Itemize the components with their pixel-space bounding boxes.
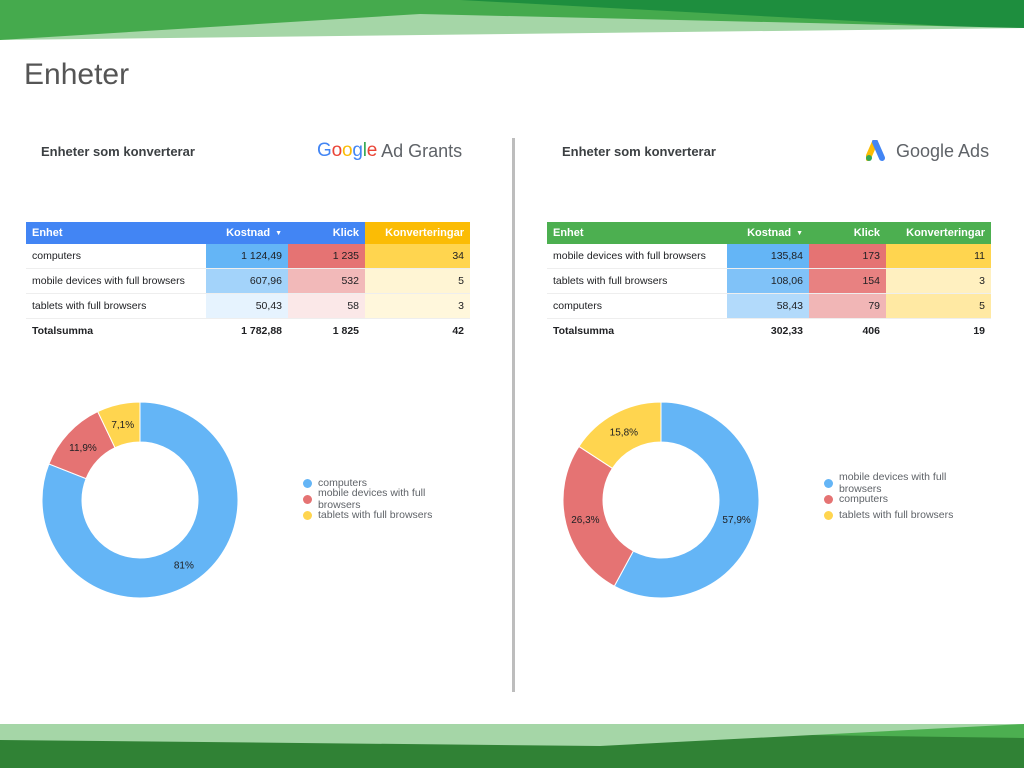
section-title: Enheter som konverterar bbox=[562, 144, 716, 159]
cell-total-clicks: 1 825 bbox=[332, 325, 359, 337]
cell-device: mobile devices with full browsers bbox=[26, 268, 206, 294]
cell-clicks: 532 bbox=[288, 268, 365, 294]
cell-device: computers bbox=[547, 293, 727, 319]
table-row: computers 1 124,49 1 235 34 bbox=[26, 244, 470, 269]
header-enhet[interactable]: Enhet bbox=[26, 222, 206, 244]
device-table: Enhet Kostnad ▼ Klick Konverteringar mobi… bbox=[547, 222, 991, 343]
cell-clicks: 173 bbox=[809, 244, 886, 269]
logo-product-name: Google Ads bbox=[896, 140, 990, 161]
panel-divider bbox=[512, 138, 515, 692]
legend-swatch bbox=[824, 494, 833, 504]
legend-item[interactable]: computers bbox=[824, 491, 991, 507]
cell-total-cost: 302,33 bbox=[770, 325, 803, 337]
header-konverteringar[interactable]: Konverteringar bbox=[365, 222, 470, 244]
table-header-row: Enhet Kostnad ▼ Klick Konverteringar bbox=[547, 222, 991, 244]
logo-product-name: Ad Grants bbox=[381, 140, 463, 161]
slice-label: 7,1% bbox=[111, 420, 134, 431]
table-row: mobile devices with full browsers 607,96… bbox=[26, 268, 470, 294]
cell-total-clicks: 406 bbox=[862, 325, 880, 337]
table-row: mobile devices with full browsers 135,84… bbox=[547, 244, 991, 269]
google-wordmark: Google bbox=[317, 140, 378, 161]
legend-item[interactable]: tablets with full browsers bbox=[303, 507, 470, 523]
cell-total-label: Totalsumma bbox=[32, 325, 94, 337]
legend-swatch bbox=[824, 478, 833, 488]
slice-label: 81% bbox=[174, 561, 194, 572]
donut-slice[interactable] bbox=[613, 401, 760, 599]
legend-label: tablets with full browsers bbox=[839, 509, 954, 521]
cell-cost: 50,43 bbox=[206, 293, 288, 319]
cell-clicks: 1 235 bbox=[288, 244, 365, 269]
header-enhet[interactable]: Enhet bbox=[547, 222, 727, 244]
chart-legend: computers mobile devices with full browse… bbox=[303, 475, 470, 523]
slice-label: 26,3% bbox=[571, 515, 599, 526]
legend-swatch bbox=[824, 510, 833, 520]
cell-conversions: 3 bbox=[365, 293, 470, 319]
device-table: Enhet Kostnad ▼ Klick Konverteringar comp… bbox=[26, 222, 470, 343]
donut-chart: 57,9% 26,3% 15,8% bbox=[562, 401, 760, 599]
header-kostnad[interactable]: Kostnad ▼ bbox=[206, 222, 288, 244]
slice-label: 11,9% bbox=[69, 443, 97, 454]
cell-cost: 607,96 bbox=[206, 268, 288, 294]
table-row: tablets with full browsers 108,06 154 3 bbox=[547, 268, 991, 294]
legend-swatch bbox=[303, 478, 312, 488]
header-klick[interactable]: Klick bbox=[809, 222, 886, 244]
cell-cost: 58,43 bbox=[727, 293, 809, 319]
table-header-row: Enhet Kostnad ▼ Klick Konverteringar bbox=[26, 222, 470, 244]
cell-conversions: 3 bbox=[886, 268, 991, 294]
sort-desc-icon: ▼ bbox=[275, 230, 282, 237]
header-kostnad[interactable]: Kostnad ▼ bbox=[727, 222, 809, 244]
table-total-row: Totalsumma 302,33 406 19 bbox=[547, 319, 991, 344]
donut-slice[interactable] bbox=[97, 401, 141, 449]
cell-device: computers bbox=[26, 244, 206, 269]
donut-slice[interactable] bbox=[578, 401, 662, 470]
panel-google-ads: Enheter som konverterar Google Ads Enhet… bbox=[521, 0, 991, 768]
google-ads-icon bbox=[866, 140, 885, 161]
cell-cost: 135,84 bbox=[727, 244, 809, 269]
legend-label: mobile devices with full browsers bbox=[317, 487, 426, 511]
legend-item[interactable]: mobile devices with full browsers bbox=[303, 487, 470, 511]
cell-total-cost: 1 782,88 bbox=[241, 325, 282, 337]
slice-label: 15,8% bbox=[610, 427, 638, 438]
cell-conversions: 5 bbox=[365, 268, 470, 294]
table-row: tablets with full browsers 50,43 58 3 bbox=[26, 293, 470, 319]
cell-conversions: 11 bbox=[886, 244, 991, 269]
chart-legend: mobile devices with full browsers compute… bbox=[824, 471, 991, 523]
table-row: computers 58,43 79 5 bbox=[547, 293, 991, 319]
google-ad-grants-logo: Google Ad Grants bbox=[317, 140, 462, 162]
cell-total-conversions: 19 bbox=[973, 325, 985, 337]
cell-clicks: 58 bbox=[288, 293, 365, 319]
cell-conversions: 5 bbox=[886, 293, 991, 319]
sort-desc-icon: ▼ bbox=[796, 230, 803, 237]
cell-conversions: 34 bbox=[365, 244, 470, 269]
section-title: Enheter som konverterar bbox=[41, 144, 195, 159]
legend-label: computers bbox=[839, 493, 889, 505]
cell-clicks: 79 bbox=[809, 293, 886, 319]
panel-ad-grants: Enheter som konverterar Google Ad Grants… bbox=[0, 0, 470, 768]
legend-label: mobile devices with full browsers bbox=[838, 471, 947, 495]
donut-slice[interactable] bbox=[41, 401, 239, 599]
legend-label: computers bbox=[318, 477, 368, 489]
cell-cost: 108,06 bbox=[727, 268, 809, 294]
page-title: Enheter bbox=[24, 58, 130, 91]
header-konverteringar[interactable]: Konverteringar bbox=[886, 222, 991, 244]
cell-device: tablets with full browsers bbox=[547, 268, 727, 294]
slice-label: 57,9% bbox=[722, 515, 750, 526]
cell-clicks: 154 bbox=[809, 268, 886, 294]
google-ads-logo: Google Ads bbox=[866, 140, 989, 162]
legend-item[interactable]: computers bbox=[303, 475, 470, 491]
cell-device: tablets with full browsers bbox=[26, 293, 206, 319]
cell-cost: 1 124,49 bbox=[206, 244, 288, 269]
legend-label: tablets with full browsers bbox=[318, 509, 433, 521]
legend-item[interactable]: tablets with full browsers bbox=[824, 507, 991, 523]
cell-device: mobile devices with full browsers bbox=[547, 244, 727, 269]
legend-swatch bbox=[303, 510, 312, 520]
cell-total-label: Totalsumma bbox=[553, 325, 615, 337]
legend-swatch bbox=[303, 494, 312, 504]
header-klick[interactable]: Klick bbox=[288, 222, 365, 244]
legend-item[interactable]: mobile devices with full browsers bbox=[824, 471, 991, 495]
cell-total-conversions: 42 bbox=[452, 325, 464, 337]
donut-chart: 81% 11,9% 7,1% bbox=[41, 401, 239, 599]
table-total-row: Totalsumma 1 782,88 1 825 42 bbox=[26, 319, 470, 344]
